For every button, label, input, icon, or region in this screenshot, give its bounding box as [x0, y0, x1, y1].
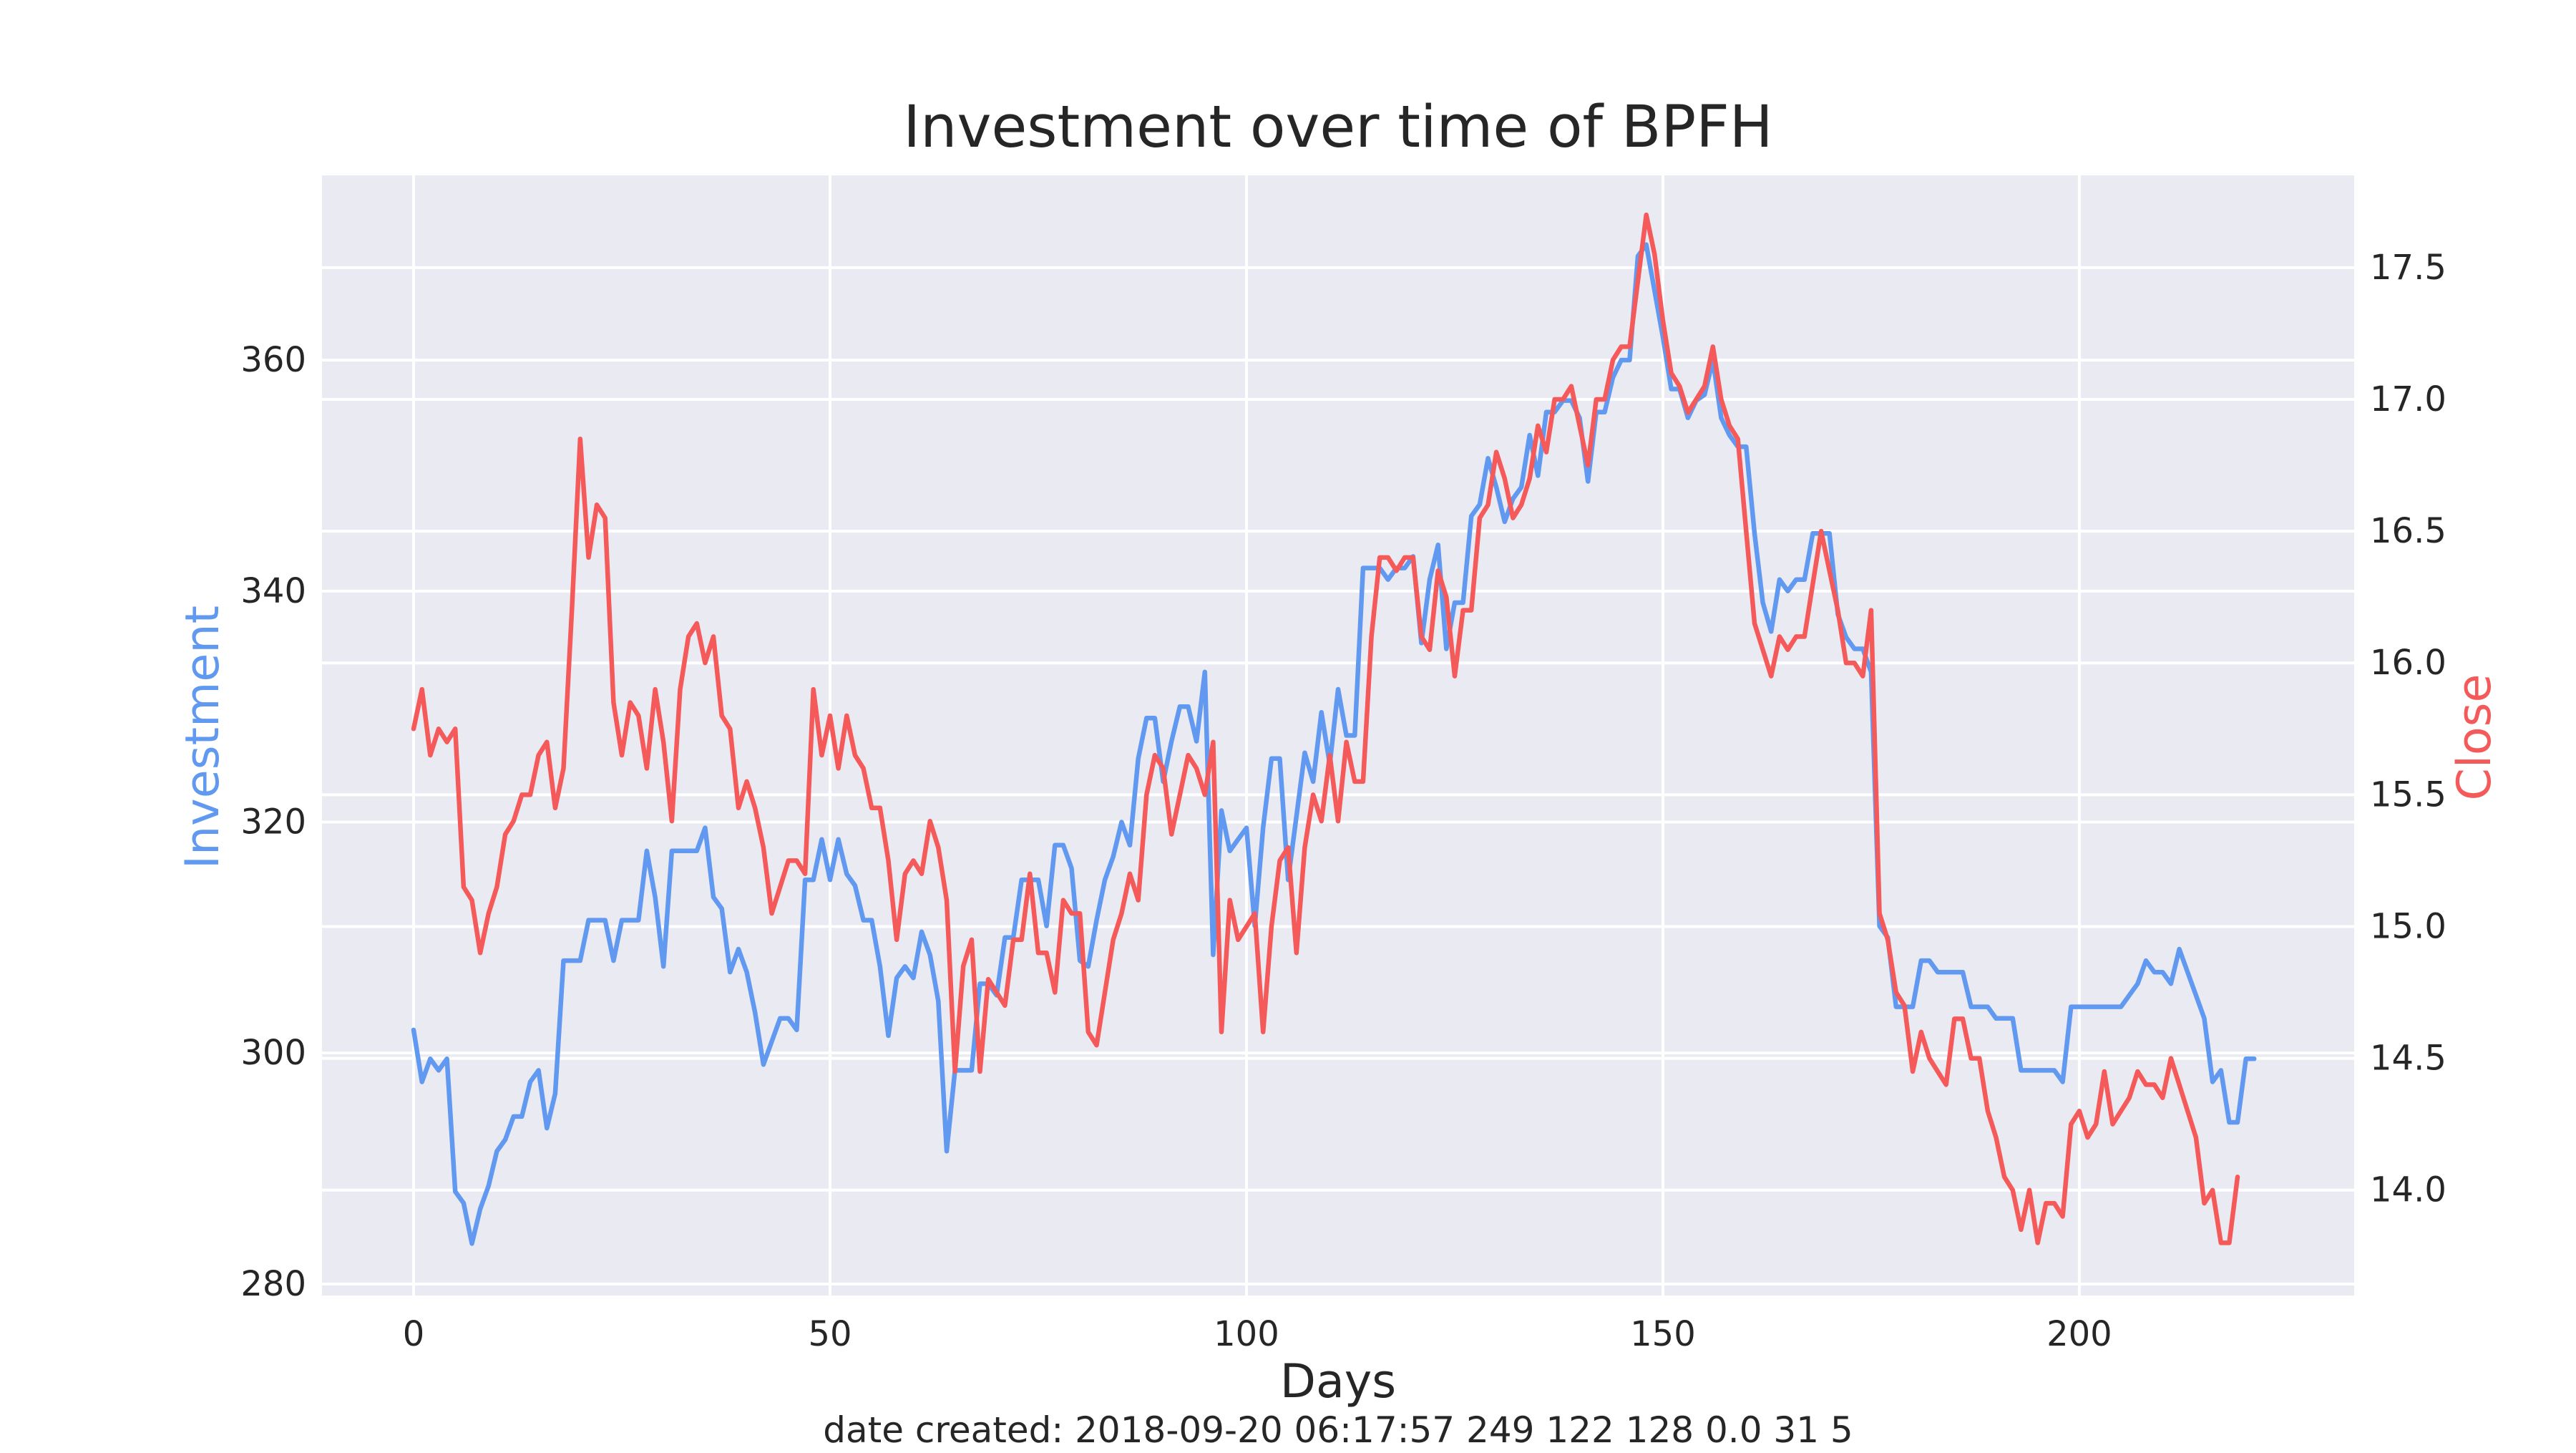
x-tick-label: 50 — [808, 1314, 852, 1354]
y-tick-label-left: 320 — [240, 802, 306, 842]
y-tick-label-right: 14.0 — [2370, 1170, 2446, 1210]
chart-caption: date created: 2018-09-20 06:17:57 249 12… — [823, 1409, 1853, 1449]
y-tick-label-right: 16.0 — [2370, 643, 2446, 683]
tick-layer: 0 50 100 150 200 280 300 320 340 360 14.0 14.5 15.0 1… — [240, 248, 2446, 1354]
grid-layer — [322, 175, 2354, 1296]
y-tick-label-left: 300 — [240, 1033, 306, 1073]
y-tick-label-right: 14.5 — [2370, 1039, 2446, 1079]
y-axis-label-right: Close — [2448, 674, 2502, 800]
chart-title: Investment over time of BPFH — [903, 94, 1772, 161]
y-tick-label-left: 360 — [240, 340, 306, 380]
y-tick-label-right: 17.0 — [2370, 379, 2446, 419]
x-tick-label: 150 — [1630, 1314, 1696, 1354]
x-tick-label: 0 — [403, 1314, 425, 1354]
x-axis-label: Days — [1280, 1355, 1396, 1409]
y-tick-label-right: 15.5 — [2370, 774, 2446, 815]
y-tick-label-left: 280 — [240, 1264, 306, 1304]
y-tick-label-right: 16.5 — [2370, 511, 2446, 551]
series-line-investment — [411, 242, 2257, 1246]
y-axis-label-left: Investment — [176, 606, 230, 869]
y-tick-label-right: 15.0 — [2370, 906, 2446, 946]
y-tick-label-right: 17.5 — [2370, 248, 2446, 288]
y-tick-label-left: 340 — [240, 571, 306, 611]
x-tick-label: 200 — [2046, 1314, 2112, 1354]
series-line-close — [411, 212, 2240, 1245]
series-layer — [411, 212, 2257, 1246]
x-tick-label: 100 — [1214, 1314, 1279, 1354]
